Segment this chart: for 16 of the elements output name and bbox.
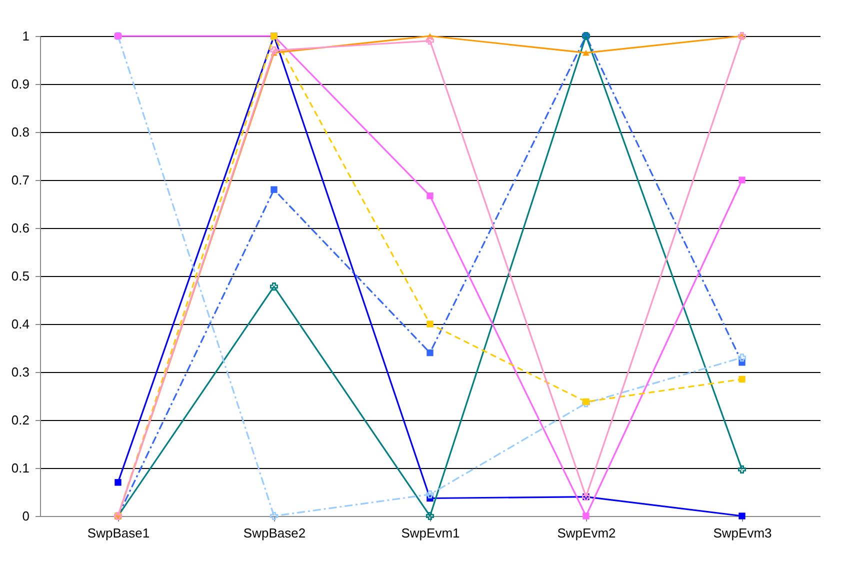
- y-tick-label: 0.2: [11, 412, 30, 428]
- y-tick-label: 0.5: [11, 268, 30, 284]
- y-tick-label: 0.8: [11, 124, 30, 140]
- x-tick-label: SwpBase2: [243, 526, 306, 540]
- x-tick-label: SwpEvm2: [557, 526, 616, 540]
- x-tick-label: SwpEvm1: [401, 526, 460, 540]
- y-tick-label: 0: [22, 508, 30, 524]
- y-tick-label: 0.9: [11, 76, 30, 92]
- y-tick-label: 0.3: [11, 364, 30, 380]
- x-tick-label: SwpBase1: [87, 526, 150, 540]
- x-tick-label: SwpEvm3: [713, 526, 772, 540]
- y-tick-label: 1: [22, 28, 30, 44]
- y-tick-label: 0.6: [11, 220, 30, 236]
- y-tick-label: 0.1: [11, 460, 30, 476]
- y-tick-label: 0.4: [11, 316, 30, 332]
- y-tick-label: 0.7: [11, 172, 30, 188]
